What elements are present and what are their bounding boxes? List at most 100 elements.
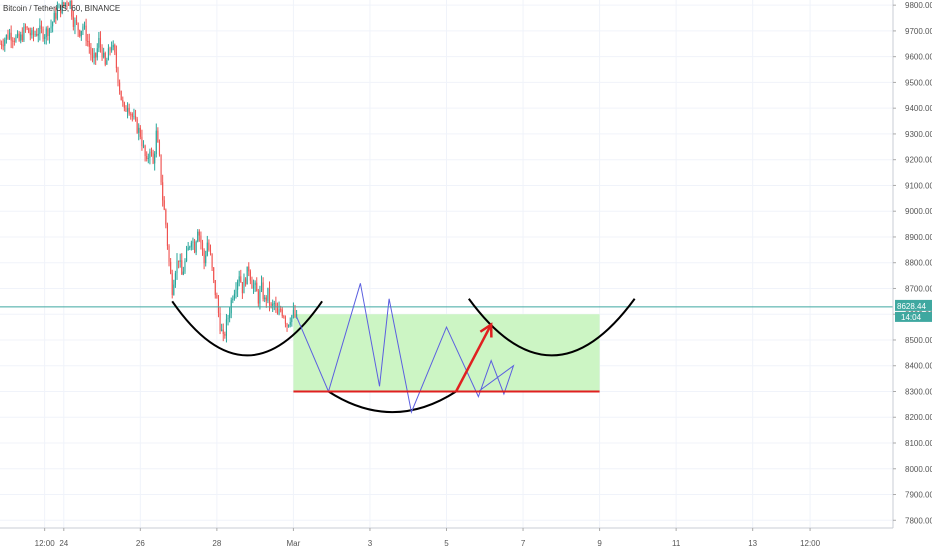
candle-body[interactable] <box>229 313 231 318</box>
candle-body[interactable] <box>252 285 255 289</box>
candle-body[interactable] <box>267 287 269 301</box>
candle-body[interactable] <box>93 52 95 59</box>
candle-body[interactable] <box>119 82 121 91</box>
candle-body[interactable] <box>0 43 1 45</box>
candle-body[interactable] <box>61 2 63 14</box>
candle-body[interactable] <box>26 27 28 29</box>
candle-body[interactable] <box>225 319 227 336</box>
candle-body[interactable] <box>52 22 54 27</box>
bowl-curve-2[interactable] <box>327 390 457 414</box>
candle-body[interactable] <box>66 2 68 4</box>
candle-body[interactable] <box>171 273 173 295</box>
candle-body[interactable] <box>193 241 196 253</box>
candle-body[interactable] <box>162 182 164 201</box>
candle-body[interactable] <box>224 333 226 336</box>
candle-body[interactable] <box>275 303 277 308</box>
candle-body[interactable] <box>178 260 180 262</box>
candle-body[interactable] <box>109 48 111 51</box>
candle-body[interactable] <box>296 314 298 317</box>
candle-body[interactable] <box>222 329 224 334</box>
candle-body[interactable] <box>64 2 66 6</box>
candle-body[interactable] <box>251 280 253 289</box>
candle-body[interactable] <box>136 118 138 133</box>
candle-body[interactable] <box>262 282 264 300</box>
candle-body[interactable] <box>63 2 65 6</box>
candle-body[interactable] <box>190 242 192 247</box>
candle-body[interactable] <box>245 278 247 285</box>
candle-body[interactable] <box>114 44 116 53</box>
candle-body[interactable] <box>198 231 200 236</box>
candle-body[interactable] <box>1 43 3 46</box>
candle-body[interactable] <box>213 267 215 281</box>
candle-body[interactable] <box>134 116 137 119</box>
candle-body[interactable] <box>192 241 194 243</box>
candle-body[interactable] <box>243 278 245 294</box>
candle-body[interactable] <box>2 45 4 47</box>
candle-body[interactable] <box>163 200 165 210</box>
candle-body[interactable] <box>189 246 191 248</box>
candle-body[interactable] <box>32 30 35 35</box>
candle-body[interactable] <box>39 25 41 34</box>
candle-body[interactable] <box>270 303 272 306</box>
candle-body[interactable] <box>214 280 216 296</box>
candle-body[interactable] <box>56 8 58 19</box>
candle-body[interactable] <box>195 241 197 253</box>
candle-body[interactable] <box>144 145 146 157</box>
candle-body[interactable] <box>237 281 239 290</box>
bowl-curve-3[interactable] <box>468 298 636 357</box>
candle-body[interactable] <box>294 309 296 317</box>
candle-body[interactable] <box>289 322 291 325</box>
candle-body[interactable] <box>264 297 266 300</box>
candle-body[interactable] <box>96 48 98 58</box>
candle-body[interactable] <box>217 298 220 313</box>
candle-body[interactable] <box>146 156 148 159</box>
candle-body[interactable] <box>107 48 109 61</box>
candle-body[interactable] <box>283 316 285 318</box>
candle-body[interactable] <box>179 260 181 262</box>
candle-body[interactable] <box>254 282 256 286</box>
candle-body[interactable] <box>160 154 162 183</box>
candle-body[interactable] <box>181 260 183 275</box>
candle-body[interactable] <box>125 108 127 112</box>
candle-body[interactable] <box>170 261 172 274</box>
candle-body[interactable] <box>184 261 186 272</box>
candle-body[interactable] <box>42 29 44 39</box>
candle-body[interactable] <box>12 40 14 42</box>
candle-body[interactable] <box>99 37 102 48</box>
candle-body[interactable] <box>205 255 207 264</box>
candle-body[interactable] <box>260 282 263 291</box>
candle-body[interactable] <box>272 303 274 306</box>
candle-body[interactable] <box>88 41 90 47</box>
candle-body[interactable] <box>83 25 86 27</box>
candle-body[interactable] <box>50 26 52 29</box>
candle-body[interactable] <box>246 266 248 285</box>
candle-body[interactable] <box>219 312 221 331</box>
candle-body[interactable] <box>141 136 143 147</box>
candle-body[interactable] <box>82 26 84 31</box>
candle-body[interactable] <box>221 329 223 331</box>
candle-body[interactable] <box>240 276 242 283</box>
candle-body[interactable] <box>227 317 229 320</box>
candle-body[interactable] <box>206 242 208 256</box>
candle-body[interactable] <box>166 224 168 246</box>
candle-body[interactable] <box>130 113 132 115</box>
candle-body[interactable] <box>173 284 175 295</box>
candle-body[interactable] <box>47 28 49 36</box>
candle-body[interactable] <box>284 317 286 324</box>
arrow-shaft[interactable] <box>454 323 493 393</box>
candle-body[interactable] <box>138 127 140 133</box>
candle-body[interactable] <box>28 28 30 33</box>
candle-body[interactable] <box>232 298 234 301</box>
candle-body[interactable] <box>48 28 50 36</box>
candle-body[interactable] <box>120 90 122 101</box>
candle-body[interactable] <box>55 12 57 19</box>
candle-body[interactable] <box>257 291 259 304</box>
candle-body[interactable] <box>201 242 204 251</box>
candle-body[interactable] <box>69 0 71 6</box>
candle-body[interactable] <box>216 295 218 299</box>
candle-body[interactable] <box>21 34 23 41</box>
candle-body[interactable] <box>91 55 94 59</box>
candle-body[interactable] <box>259 290 261 304</box>
candle-body[interactable] <box>155 130 157 155</box>
candle-body[interactable] <box>209 249 212 254</box>
